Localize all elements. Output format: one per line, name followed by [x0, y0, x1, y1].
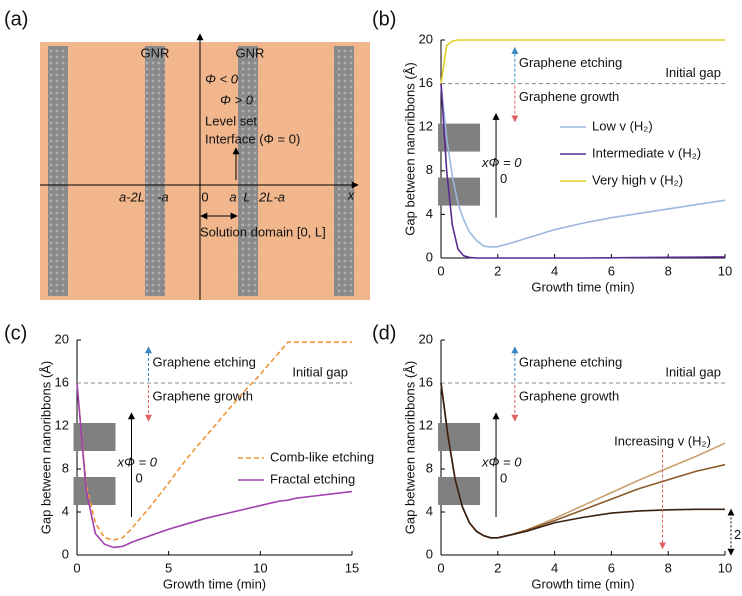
inset-label: xΦ = 0 — [481, 454, 522, 469]
diagram: GNR GNR Φ < 0 Φ > 0 Level set Interface … — [40, 33, 370, 300]
legend-label: Low v (H₂) — [592, 118, 653, 133]
inset-ribbon — [73, 423, 116, 451]
series-line — [440, 83, 726, 248]
ribbon — [238, 46, 258, 296]
x-tick-label: 6 — [608, 560, 615, 575]
y-tick-label: 4 — [62, 503, 69, 518]
legend-label: Fractal etching — [270, 471, 355, 486]
x-tick-label: 0 — [437, 263, 444, 278]
ribbon — [334, 46, 354, 296]
y-tick-label: 4 — [426, 206, 433, 221]
label: Φ < 0 — [205, 71, 239, 86]
legend-label: Very high v (H₂) — [592, 172, 683, 187]
y-tick-label: 12 — [419, 417, 433, 432]
label: Level set — [205, 113, 257, 128]
y-tick-label: 12 — [419, 119, 433, 134]
x-tick-label: 0 — [437, 560, 444, 575]
x-tick-label: 8 — [665, 560, 672, 575]
label: -a — [157, 189, 169, 204]
x-tick-label: 5 — [165, 560, 172, 575]
y-tick-label: 20 — [55, 331, 69, 346]
x-tick-label: 4 — [551, 560, 558, 575]
annotation: Graphene etching — [153, 354, 256, 369]
legend-label: Intermediate v (H₂) — [592, 145, 701, 160]
y-tick-label: 16 — [419, 374, 433, 389]
panel-label: (c) — [4, 322, 27, 344]
annotation: 2ls — [734, 527, 742, 542]
series-line — [440, 382, 725, 539]
annotation: Increasing v (H₂) — [614, 434, 711, 449]
label: 0 — [201, 189, 208, 204]
y-axis-label: Gap between nanoribbons (Å) — [38, 361, 53, 534]
label: a — [229, 189, 236, 204]
y-tick-label: 20 — [419, 331, 433, 346]
inset-label: xΦ = 0 — [117, 454, 158, 469]
inset-label: 0 — [500, 171, 507, 186]
x-tick-label: 4 — [551, 263, 558, 278]
x-axis-label: Growth time (min) — [163, 576, 266, 591]
series-line — [76, 341, 352, 541]
label: GNR — [141, 45, 170, 60]
y-tick-label: 20 — [419, 31, 433, 46]
y-tick-label: 0 — [426, 249, 433, 264]
x-axis-label: Growth time (min) — [531, 279, 634, 294]
reference-label: Initial gap — [665, 65, 721, 80]
y-tick-label: 8 — [426, 460, 433, 475]
panel-label: (d) — [372, 322, 396, 344]
panel-label: (a) — [4, 8, 28, 30]
y-tick-label: 8 — [426, 162, 433, 177]
annotation: Graphene growth — [153, 388, 253, 403]
inset-label: 0 — [136, 470, 143, 485]
reference-label: Initial gap — [292, 364, 348, 379]
inset-ribbon — [438, 177, 481, 206]
annotation: Graphene growth — [519, 89, 619, 104]
x-tick-label: 2 — [494, 263, 501, 278]
inset-ribbon — [438, 477, 481, 505]
label: Φ > 0 — [220, 92, 254, 107]
x-tick-label: 2 — [494, 560, 501, 575]
y-tick-label: 16 — [55, 374, 69, 389]
y-tick-label: 16 — [419, 75, 433, 90]
label: 2L-a — [258, 189, 285, 204]
y-tick-label: 8 — [62, 460, 69, 475]
x-tick-label: 10 — [718, 560, 732, 575]
x-tick-label: 15 — [345, 560, 359, 575]
series-line — [440, 83, 726, 259]
y-axis-label: Gap between nanoribbons (Å) — [402, 62, 417, 235]
reference-label: Initial gap — [665, 364, 721, 379]
annotation: Graphene growth — [519, 388, 619, 403]
x-tick-label: 0 — [73, 560, 80, 575]
series-line — [440, 39, 725, 84]
label: a-2L — [119, 189, 145, 204]
x-tick-label: 8 — [665, 263, 672, 278]
x-axis-label: Growth time (min) — [531, 576, 634, 591]
inset-ribbon — [73, 477, 116, 505]
ribbon — [48, 46, 68, 296]
label: GNR — [236, 45, 265, 60]
y-tick-label: 0 — [62, 546, 69, 561]
x-tick-label: 10 — [718, 263, 732, 278]
y-tick-label: 4 — [426, 503, 433, 518]
y-tick-label: 0 — [426, 546, 433, 561]
substrate — [40, 42, 370, 300]
label: x — [347, 187, 355, 202]
series-line — [76, 382, 353, 549]
ribbon — [145, 46, 165, 296]
inset-label: xΦ = 0 — [481, 155, 522, 170]
x-tick-label: 10 — [253, 560, 267, 575]
inset-ribbon — [438, 423, 481, 451]
y-tick-label: 12 — [55, 417, 69, 432]
annotation: Graphene etching — [519, 55, 622, 70]
x-tick-label: 6 — [608, 263, 615, 278]
panel-label: (b) — [372, 8, 396, 30]
label: L — [243, 189, 250, 204]
legend-label: Comb-like etching — [270, 449, 374, 464]
label: Solution domain [0, L] — [200, 224, 326, 239]
y-axis-label: Gap between nanoribbons (Å) — [402, 361, 417, 534]
label: Interface (Φ = 0) — [205, 131, 300, 146]
annotation: Graphene etching — [519, 354, 622, 369]
inset-label: 0 — [500, 470, 507, 485]
